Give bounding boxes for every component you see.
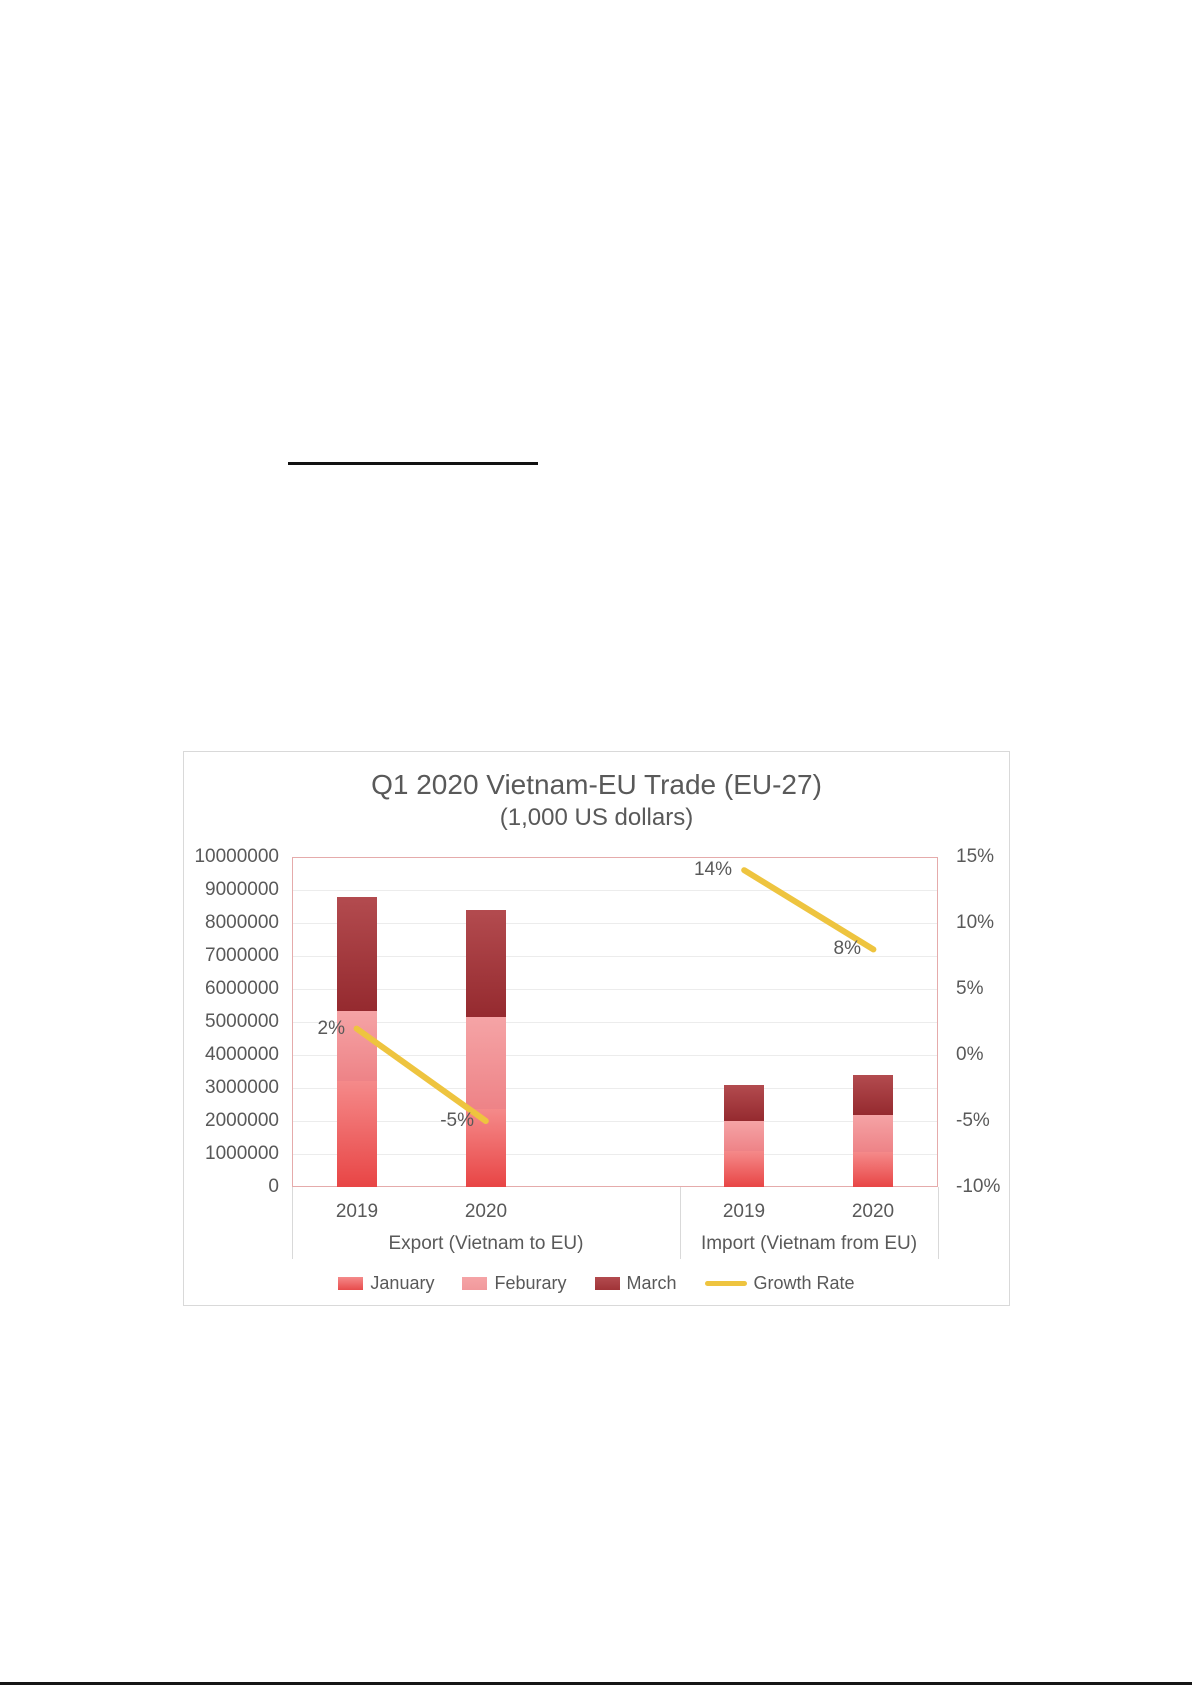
chart-container bbox=[183, 751, 1010, 1306]
gridline bbox=[293, 890, 937, 891]
axis-group-divider bbox=[292, 1187, 293, 1259]
bar-segment-feburary bbox=[853, 1114, 893, 1152]
left-axis-tick-label: 9000000 bbox=[205, 879, 279, 900]
left-axis-tick-label: 6000000 bbox=[205, 978, 279, 999]
category-label: 2019 bbox=[335, 1201, 379, 1222]
gridline bbox=[293, 1055, 937, 1056]
gridline bbox=[293, 1088, 937, 1089]
right-axis-tick-label: -10% bbox=[956, 1176, 1001, 1197]
gridline bbox=[293, 1022, 937, 1023]
growth-rate-point-label: 2% bbox=[317, 1018, 345, 1039]
axis-group-divider bbox=[680, 1187, 681, 1259]
left-axis-tick-label: 7000000 bbox=[205, 945, 279, 966]
growth-rate-point-label: 14% bbox=[693, 859, 732, 880]
left-axis-tick-label: 8000000 bbox=[205, 912, 279, 933]
bar-segment-january bbox=[724, 1151, 764, 1187]
left-axis-tick-label: 2000000 bbox=[205, 1110, 279, 1131]
gridline bbox=[293, 1121, 937, 1122]
bar-segment-march bbox=[853, 1075, 893, 1115]
legend-label: January bbox=[370, 1272, 435, 1293]
bar-segment-feburary bbox=[724, 1121, 764, 1151]
growth-rate-point-label: 8% bbox=[833, 938, 861, 959]
right-axis-tick-label: 0% bbox=[956, 1044, 984, 1065]
left-axis-tick-label: 10000000 bbox=[194, 846, 279, 867]
category-label: 2019 bbox=[722, 1201, 766, 1222]
category-label: 2020 bbox=[464, 1201, 508, 1222]
chart-legend: January Feburary March Growth Rate bbox=[183, 1270, 1010, 1296]
legend-swatch-growth-rate-line bbox=[704, 1280, 747, 1286]
bar-segment-march bbox=[337, 897, 377, 1011]
legend-swatch-feburary bbox=[462, 1276, 488, 1290]
legend-label: March bbox=[626, 1272, 677, 1293]
legend-item-feburary: Feburary bbox=[462, 1272, 567, 1294]
legend-label: Feburary bbox=[494, 1272, 567, 1293]
heading-underline bbox=[288, 462, 538, 465]
right-axis-tick-label: 5% bbox=[956, 978, 984, 999]
legend-swatch-march bbox=[594, 1276, 620, 1290]
left-axis-tick-label: 0 bbox=[268, 1176, 279, 1197]
bar-segment-march bbox=[724, 1085, 764, 1121]
legend-item-march: March bbox=[594, 1272, 677, 1294]
plot-area bbox=[292, 857, 938, 1187]
group-label-import: Import (Vietnam from EU) bbox=[700, 1233, 918, 1254]
group-label-export: Export (Vietnam to EU) bbox=[388, 1233, 584, 1254]
left-axis-tick-label: 3000000 bbox=[205, 1077, 279, 1098]
chart-subtitle: (1,000 US dollars) bbox=[499, 804, 694, 831]
growth-rate-point-label: -5% bbox=[440, 1110, 474, 1131]
axis-group-divider bbox=[938, 1187, 939, 1259]
bar-segment-feburary bbox=[466, 1017, 506, 1109]
gridline bbox=[293, 956, 937, 957]
page-bottom-border bbox=[0, 1682, 1192, 1685]
gridline bbox=[293, 923, 937, 924]
legend-item-growth-rate: Growth Rate bbox=[704, 1272, 855, 1294]
right-axis-tick-label: -5% bbox=[956, 1110, 990, 1131]
right-axis-tick-label: 15% bbox=[956, 846, 995, 867]
bar-segment-january bbox=[853, 1152, 893, 1187]
right-axis-tick-label: 10% bbox=[956, 912, 995, 933]
category-label: 2020 bbox=[851, 1201, 895, 1222]
left-axis-tick-label: 5000000 bbox=[205, 1011, 279, 1032]
left-axis-tick-label: 4000000 bbox=[205, 1044, 279, 1065]
legend-label: Growth Rate bbox=[753, 1272, 855, 1293]
gridline bbox=[293, 989, 937, 990]
legend-item-january: January bbox=[338, 1273, 434, 1294]
legend-swatch-january bbox=[338, 1276, 364, 1290]
gridline bbox=[293, 1154, 937, 1155]
bar-segment-march bbox=[466, 910, 506, 1017]
left-axis-tick-label: 1000000 bbox=[205, 1143, 279, 1164]
chart-title: Q1 2020 Vietnam-EU Trade (EU-27) bbox=[371, 769, 822, 800]
bar-segment-january bbox=[337, 1081, 377, 1187]
